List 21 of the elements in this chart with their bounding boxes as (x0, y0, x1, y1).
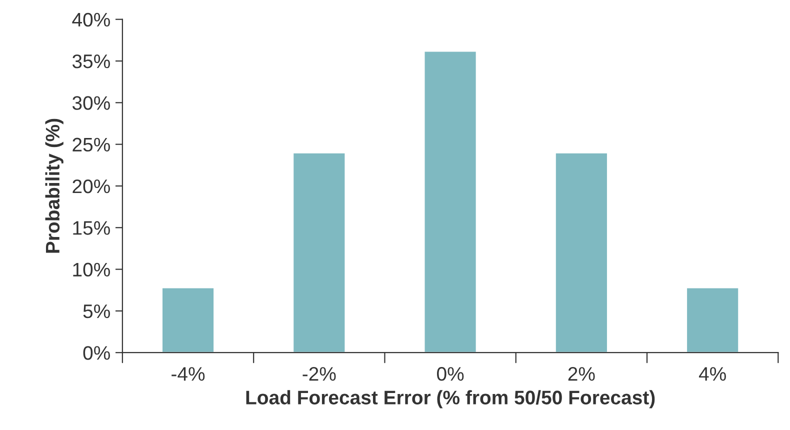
y-tick-label: 15% (73, 221, 110, 235)
y-tick-label: 35% (72, 54, 110, 68)
bar (686, 286, 740, 353)
y-tick-label: 0% (83, 346, 110, 360)
x-axis-title: Load Forecast Error (% from 50/50 Forecast) (246, 390, 655, 408)
y-tick-label: 20% (72, 179, 110, 194)
bar (292, 152, 346, 353)
y-tick-label: 40% (72, 12, 110, 27)
bar (423, 50, 478, 353)
y-tick-label: 10% (73, 262, 110, 277)
y-axis-title: Probability (%) (45, 118, 64, 253)
y-tick-label: 30% (72, 96, 110, 110)
x-tick-label: 2% (568, 367, 595, 381)
x-tick-label: 4% (698, 367, 726, 381)
bar (554, 152, 608, 353)
bar (161, 286, 215, 353)
x-tick-label: -4% (172, 367, 205, 381)
x-tick-label: -2% (302, 367, 336, 381)
y-tick-label: 5% (83, 304, 110, 318)
x-tick-label: 0% (437, 367, 464, 381)
y-tick-label: 25% (72, 138, 110, 152)
